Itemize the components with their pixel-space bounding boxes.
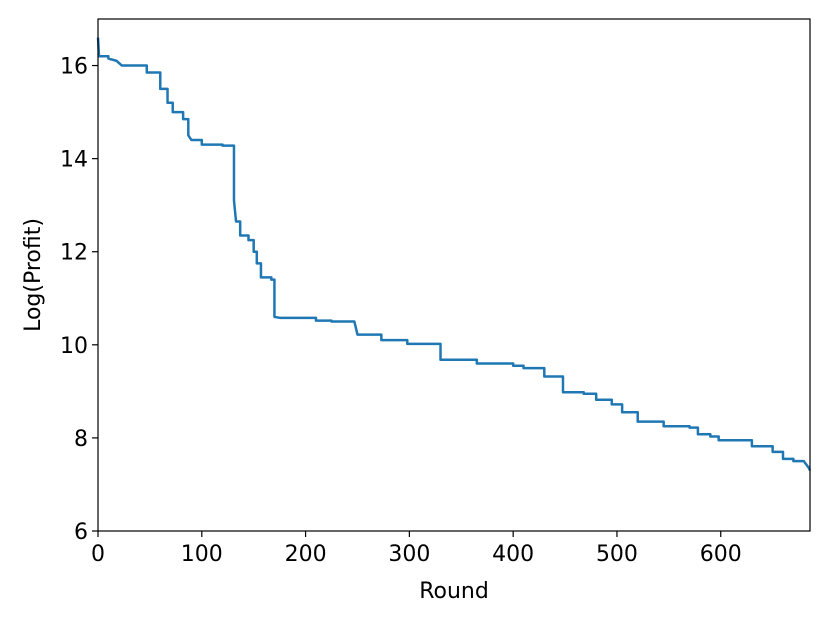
x-tick-label: 400: [492, 542, 534, 567]
x-tick-label: 600: [700, 542, 742, 567]
y-tick-label: 10: [60, 334, 88, 359]
y-tick-label: 12: [60, 241, 88, 266]
x-axis-label: Round: [419, 579, 489, 604]
y-tick-label: 14: [60, 148, 88, 173]
x-tick-label: 300: [388, 542, 430, 567]
x-tick-label: 0: [91, 542, 105, 567]
plot-frame: [97, 18, 811, 532]
y-tick-label: 6: [74, 520, 88, 545]
data-line: [96, 37, 812, 471]
x-tick-label: 100: [181, 542, 223, 567]
y-tick-label: 8: [74, 427, 88, 452]
x-tick-label: 200: [285, 542, 327, 567]
x-tick-label: 500: [596, 542, 638, 567]
y-axis-label: Log(Profit): [21, 218, 46, 332]
y-tick-label: 16: [60, 55, 88, 80]
